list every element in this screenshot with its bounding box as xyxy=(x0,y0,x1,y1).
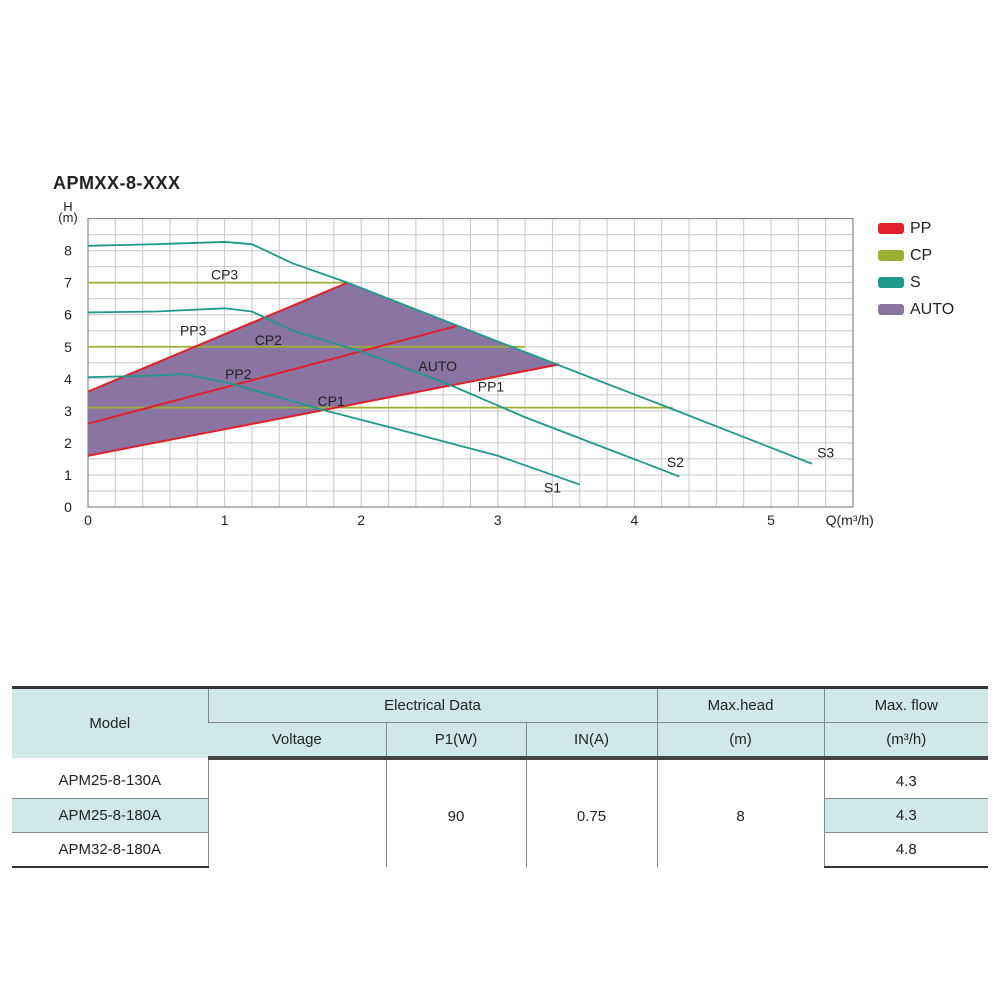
y-tick-label: 2 xyxy=(64,435,72,451)
flow-cell: 4.3 xyxy=(823,798,988,833)
header-max-head: Max.head xyxy=(656,686,824,723)
header-voltage: Voltage xyxy=(208,722,386,760)
series-s1 xyxy=(87,373,581,486)
header-max-flow: Max. flow xyxy=(823,686,988,723)
legend: PP CP S AUTO xyxy=(878,215,954,323)
spec-table: Model Electrical Data Max.head Max. flow… xyxy=(12,686,988,868)
curve-label: S1 xyxy=(544,480,561,496)
x-axis-label: Q(m³/h) xyxy=(826,512,874,528)
y-tick-label: 7 xyxy=(64,275,72,291)
table-row: APM25-8-130A 90 0.75 8 4.3 xyxy=(12,758,988,867)
series-pp2 xyxy=(87,324,458,425)
series-s2 xyxy=(87,307,680,478)
legend-item-pp: PP xyxy=(878,215,954,242)
model-cell: APM32-8-180A xyxy=(12,832,208,868)
y-tick-label: 1 xyxy=(64,467,72,483)
x-tick-label: 2 xyxy=(357,512,365,528)
curve-label: AUTO xyxy=(418,358,457,374)
y-tick-label: 4 xyxy=(64,371,72,387)
p1-cell: 90 xyxy=(385,758,526,867)
auto-region xyxy=(88,282,560,456)
x-tick-label: 3 xyxy=(494,512,502,528)
curve-label: S3 xyxy=(817,444,834,460)
pump-curve-chart: 0 1 2 3 4 5 0 1 2 3 4 5 6 7 8 Q(m³/h) H(m) CP3 CP2 CP1 PP3 PP… xyxy=(58,199,874,528)
curve-label: CP3 xyxy=(211,266,238,282)
legend-item-auto: AUTO xyxy=(878,296,954,323)
legend-swatch xyxy=(878,223,904,234)
header-model: Model xyxy=(12,686,208,758)
y-tick-label: 6 xyxy=(64,307,72,323)
x-tick-label: 5 xyxy=(767,512,775,528)
y-tick-label: 8 xyxy=(64,243,72,259)
y-tick-label: 0 xyxy=(64,499,72,515)
curve-label: PP3 xyxy=(180,323,207,339)
header-max-head-unit: (m) xyxy=(656,722,824,760)
y-axis-label: H xyxy=(63,199,72,214)
head-cell: 8 xyxy=(656,758,824,867)
series-s3 xyxy=(87,241,813,465)
header-in: IN(A) xyxy=(525,722,657,760)
flow-cell: 4.8 xyxy=(823,832,988,868)
voltage-cell xyxy=(207,758,386,867)
series-pp3 xyxy=(87,281,348,393)
curve-label: PP2 xyxy=(225,366,252,382)
legend-swatch xyxy=(878,277,904,288)
flow-cell: 4.3 xyxy=(823,758,988,799)
header-p1: P1(W) xyxy=(385,722,526,760)
y-axis-unit: (m) xyxy=(58,210,78,225)
plot-frame xyxy=(87,217,854,508)
table-row: APM25-8-180A 4.3 xyxy=(12,798,988,833)
header-max-flow-unit: (m³/h) xyxy=(823,722,988,760)
in-cell: 0.75 xyxy=(525,758,657,867)
header-electrical: Electrical Data xyxy=(207,686,657,723)
x-tick-label: 4 xyxy=(631,512,639,528)
curve-label: S2 xyxy=(667,454,684,470)
y-tick-label: 5 xyxy=(64,339,72,355)
curve-label: PP1 xyxy=(478,379,505,395)
model-cell: APM25-8-130A xyxy=(58,772,162,789)
chart-title: APMXX-8-XXX xyxy=(53,173,181,193)
x-tick-label: 1 xyxy=(221,512,229,528)
legend-item-cp: CP xyxy=(878,242,954,269)
curve-label: CP2 xyxy=(255,332,282,348)
legend-item-s: S xyxy=(878,269,954,296)
model-cell: APM25-8-180A xyxy=(12,798,208,833)
curve-label: CP1 xyxy=(318,393,345,409)
y-tick-label: 3 xyxy=(64,403,72,419)
legend-swatch xyxy=(878,304,904,315)
x-tick-label: 0 xyxy=(84,512,92,528)
table-row: APM32-8-180A 4.8 xyxy=(12,832,988,868)
legend-swatch xyxy=(878,250,904,261)
